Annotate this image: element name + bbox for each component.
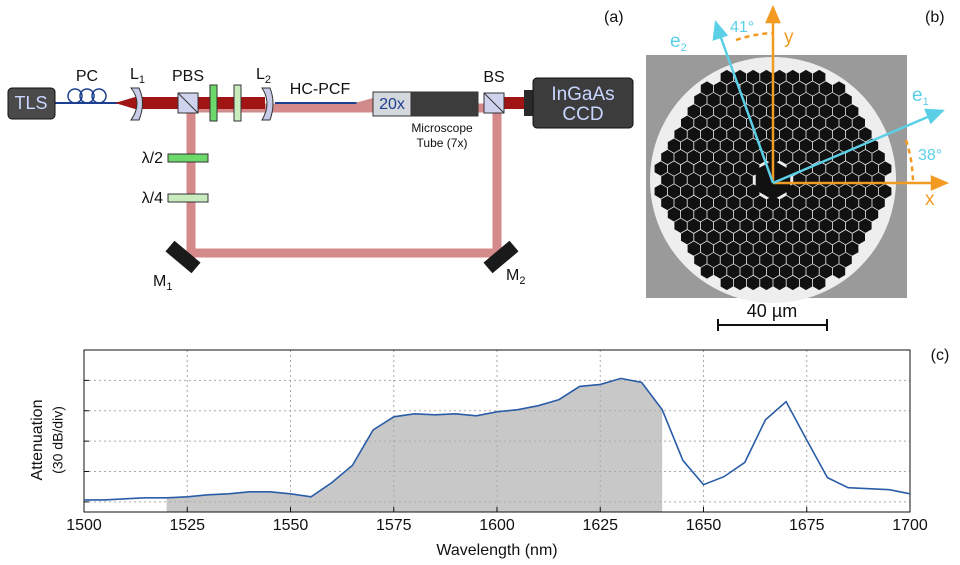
beam: [135, 97, 265, 109]
beam-cone: [115, 97, 135, 109]
x-tick-label: 1575: [376, 517, 412, 534]
m2-sub: 2: [519, 275, 525, 287]
fiber-image: (b) e2 e1 y x 41° 38° 40 µm: [646, 8, 946, 331]
l1-label: L1: [130, 66, 145, 86]
x-tick-label: 1675: [789, 517, 825, 534]
tls-label: TLS: [14, 93, 47, 113]
e2-label: e2: [670, 31, 687, 54]
x-axis-label: x: [925, 189, 935, 210]
x-tick-label: 1650: [686, 517, 722, 534]
angle-label: 38°: [918, 147, 942, 164]
e1-label: e1: [912, 85, 929, 108]
page: {"panel_a":{"label":"(a)","tls":"TLS","p…: [0, 0, 960, 565]
tube-label: Microscope: [411, 121, 473, 135]
x-axis-title: Wavelength (nm): [436, 542, 557, 559]
quarter-wave-plate: [168, 194, 208, 202]
figure: (a) TLS PC L1 PBS L2 HC-PCF 20x Microsco…: [0, 0, 960, 565]
panel-label: (a): [604, 9, 624, 26]
panel-label: (b): [925, 9, 945, 26]
y-axis-title: (30 dB/div): [50, 406, 66, 474]
m2-text: M: [506, 267, 519, 284]
e2-text: e: [670, 31, 681, 52]
x-tick-label: 1500: [66, 517, 102, 534]
pc-label: PC: [76, 68, 98, 85]
setup-diagram: (a) TLS PC L1 PBS L2 HC-PCF 20x Microsco…: [8, 9, 633, 293]
x-tick-label: 1600: [479, 517, 515, 534]
hc-pcf-label: HC-PCF: [290, 81, 351, 98]
half-wave-label: λ/2: [142, 150, 163, 167]
tube-label: Tube (7x): [417, 136, 468, 150]
tube: [411, 92, 478, 116]
m2-label: M2: [506, 267, 525, 287]
scale-bar-label: 40 µm: [747, 301, 797, 321]
objective-label: 20x: [379, 96, 405, 113]
m1-label: M1: [153, 273, 172, 293]
l2-text: L: [256, 66, 265, 83]
attenuation-chart: (c) Wavelength (nm) Attenuation (30 dB/d…: [29, 347, 949, 559]
m1-sub: 1: [166, 281, 172, 293]
l1-text: L: [130, 66, 139, 83]
l2-label: L2: [256, 66, 271, 86]
quarter-wave-label: λ/4: [142, 190, 163, 207]
y-axis-title: Attenuation: [29, 400, 46, 481]
x-tick-label: 1525: [169, 517, 205, 534]
plate: [234, 85, 241, 121]
x-tick-label: 1550: [273, 517, 309, 534]
l2-sub: 2: [265, 74, 271, 86]
polarization-controller: [68, 89, 106, 103]
x-tick-label: 1700: [892, 517, 928, 534]
y-axis-label: y: [784, 27, 794, 48]
e2-sub: 2: [681, 42, 687, 54]
half-wave-plate: [168, 154, 208, 162]
panel-label: (c): [931, 347, 950, 364]
plate: [210, 85, 217, 121]
l1-sub: 1: [139, 74, 145, 86]
x-tick-label: 1625: [582, 517, 618, 534]
pbs-label: PBS: [172, 68, 204, 85]
bs-label: BS: [483, 69, 504, 86]
angle-label: 41°: [730, 19, 754, 36]
e1-sub: 1: [923, 96, 929, 108]
m1-text: M: [153, 273, 166, 290]
camera-label: InGaAs: [551, 84, 614, 105]
camera-label: CCD: [562, 104, 603, 125]
e1-text: e: [912, 85, 923, 106]
